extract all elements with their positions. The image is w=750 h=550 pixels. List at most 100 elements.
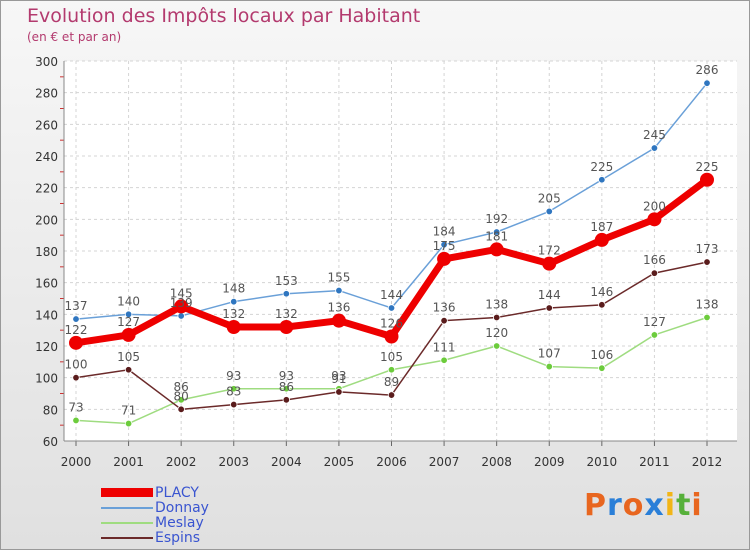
data-point-donnay <box>545 207 553 216</box>
data-label-placy: 200 <box>643 199 666 213</box>
data-point-meslay <box>492 342 501 350</box>
data-point-meslay <box>72 416 80 425</box>
data-point-espins <box>72 373 80 382</box>
data-label-meslay: 107 <box>538 347 561 361</box>
data-point-meslay <box>177 396 185 404</box>
logo-letter: t <box>676 488 692 523</box>
data-point-donnay <box>72 315 80 323</box>
data-point-espins <box>598 301 606 309</box>
legend-label: Espins <box>155 529 201 546</box>
y-tick-label: 260 <box>35 118 58 132</box>
y-tick-label: 220 <box>35 182 58 196</box>
y-tick-label: 120 <box>35 340 58 354</box>
data-label-meslay: 120 <box>485 326 508 340</box>
data-label-placy: 175 <box>433 239 456 253</box>
data-point-donnay <box>124 310 133 319</box>
x-tick-label: 2010 <box>587 455 618 469</box>
data-point-meslay <box>230 385 238 393</box>
data-label-placy: 132 <box>275 307 298 321</box>
data-point-placy <box>542 256 557 271</box>
data-point-espins <box>124 366 133 374</box>
y-tick-label: 160 <box>35 277 58 291</box>
data-point-placy <box>437 251 452 266</box>
data-point-espins <box>387 391 396 399</box>
data-label-espins: 105 <box>117 350 140 364</box>
data-label-meslay: 93 <box>331 369 346 383</box>
data-point-placy <box>331 313 346 328</box>
legend-swatch <box>101 536 153 539</box>
y-tick-label: 300 <box>35 55 58 69</box>
data-label-meslay: 86 <box>174 380 189 394</box>
x-tick-label: 2007 <box>429 455 460 469</box>
data-label-placy: 181 <box>485 229 508 243</box>
data-label-placy: 136 <box>327 301 350 315</box>
x-tick-label: 2003 <box>218 455 249 469</box>
data-label-espins: 146 <box>590 285 613 299</box>
data-point-placy <box>279 320 294 334</box>
data-point-meslay <box>124 419 133 428</box>
x-tick-label: 2011 <box>639 455 670 469</box>
legend-label: Meslay <box>155 514 204 531</box>
data-label-placy: 127 <box>117 315 140 329</box>
y-tick-label: 200 <box>35 213 58 227</box>
x-tick-label: 2002 <box>166 455 197 469</box>
data-point-espins <box>492 313 501 322</box>
data-label-espins: 83 <box>226 385 241 399</box>
legend-label: PLACY <box>155 484 199 501</box>
data-label-donnay: 286 <box>696 63 719 77</box>
x-tick-label: 2001 <box>113 455 144 469</box>
data-label-meslay: 138 <box>696 298 719 312</box>
data-label-placy: 126 <box>380 317 403 331</box>
chart-title: Evolution des Impôts locaux par Habitant <box>27 5 421 27</box>
data-point-donnay <box>177 312 185 320</box>
logo-letter: i <box>691 488 703 523</box>
data-label-espins: 166 <box>643 253 666 267</box>
data-label-meslay: 71 <box>121 404 136 418</box>
data-point-meslay <box>440 356 448 364</box>
logo-letter: r <box>607 488 623 523</box>
legend-swatch <box>101 506 153 509</box>
data-label-donnay: 184 <box>433 225 456 239</box>
data-point-placy <box>174 299 189 314</box>
data-label-donnay: 139 <box>170 296 193 310</box>
data-label-donnay: 137 <box>65 299 88 313</box>
data-label-meslay: 106 <box>590 348 613 362</box>
data-label-espins: 89 <box>384 375 399 389</box>
data-label-donnay: 153 <box>275 274 298 288</box>
data-point-espins <box>703 258 711 266</box>
legend-swatch <box>101 488 153 497</box>
data-point-donnay <box>282 290 291 298</box>
logo-letter: P <box>584 488 607 523</box>
y-tick-label: 180 <box>35 245 58 259</box>
data-label-meslay: 105 <box>380 350 403 364</box>
data-point-donnay <box>650 144 659 152</box>
data-point-donnay <box>387 304 396 312</box>
legend-item-donnay: Donnay <box>101 499 209 516</box>
data-point-placy <box>121 327 136 342</box>
logo-letter: i <box>664 488 677 523</box>
legend-item-placy: PLACY <box>101 484 199 501</box>
chart-subtitle: (en € et par an) <box>27 30 122 44</box>
data-label-meslay: 111 <box>433 340 456 354</box>
legend-item-espins: Espins <box>101 529 201 546</box>
data-label-donnay: 205 <box>538 191 561 205</box>
data-label-placy: 145 <box>170 286 193 300</box>
data-label-espins: 86 <box>279 380 294 394</box>
x-tick-label: 2005 <box>324 455 355 469</box>
data-point-espins <box>650 269 659 277</box>
data-label-placy: 225 <box>696 160 719 174</box>
data-point-meslay <box>387 366 396 374</box>
data-label-espins: 80 <box>174 389 189 403</box>
data-label-espins: 173 <box>696 242 719 256</box>
data-point-meslay <box>598 364 606 372</box>
data-label-donnay: 144 <box>380 288 403 302</box>
data-point-donnay <box>230 297 238 306</box>
x-tick-label: 2004 <box>271 455 302 469</box>
legend-label: Donnay <box>155 499 209 516</box>
data-point-meslay <box>703 313 711 322</box>
data-label-espins: 138 <box>485 298 508 312</box>
data-point-donnay <box>703 79 711 87</box>
data-label-placy: 172 <box>538 244 561 258</box>
data-point-donnay <box>440 240 448 249</box>
